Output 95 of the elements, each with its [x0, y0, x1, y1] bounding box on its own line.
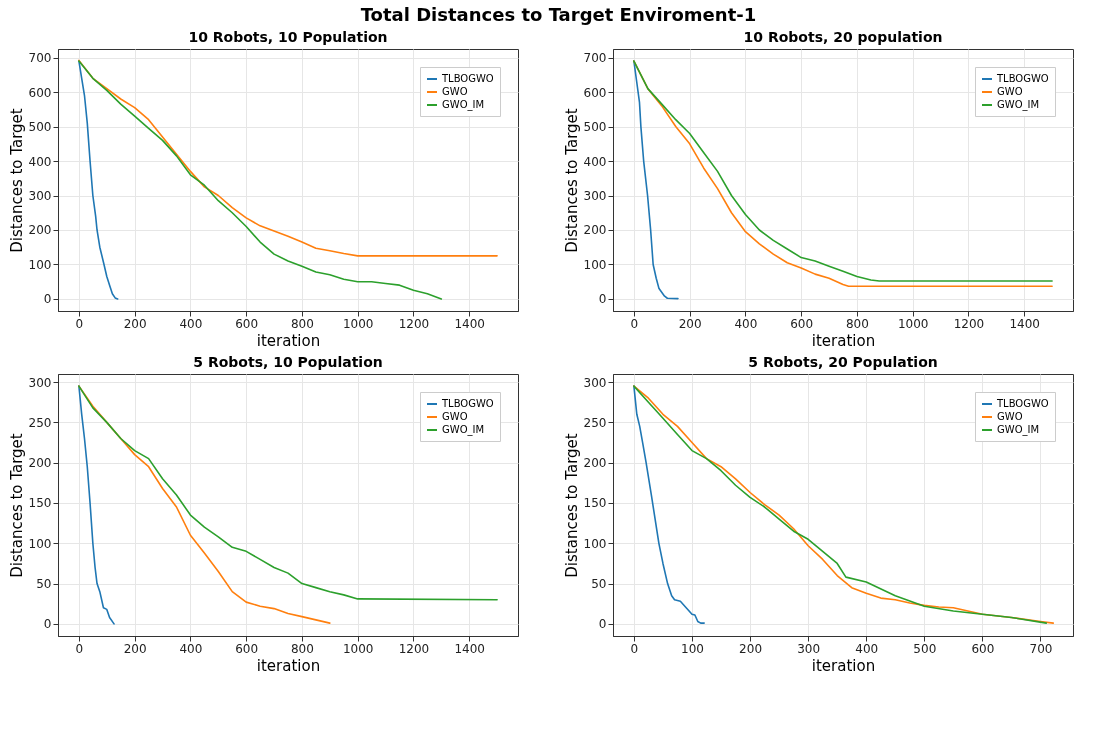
- x-tick-label: 200: [123, 641, 147, 656]
- x-tick-label: 600: [790, 316, 814, 331]
- x-tick-label: 200: [123, 316, 147, 331]
- y-tick-label: 600: [583, 85, 607, 100]
- y-tick-label: 250: [28, 415, 52, 430]
- y-tick-label: 200: [583, 223, 607, 238]
- y-tick-label: 500: [28, 120, 52, 135]
- chart-title: 10 Robots, 20 population: [743, 29, 943, 45]
- legend-label: GWO_IM: [997, 424, 1040, 436]
- line-series: [78, 59, 498, 257]
- y-tick-label: 200: [583, 456, 607, 471]
- y-tick-label: 700: [28, 51, 52, 66]
- line-series: [78, 385, 115, 625]
- x-tick-label: 1000: [342, 316, 374, 331]
- line-series: [633, 385, 705, 624]
- x-tick-label: 400: [855, 641, 879, 656]
- x-tick-label: 1400: [454, 641, 485, 656]
- y-tick-label: 200: [28, 223, 52, 238]
- x-tick-label: 0: [630, 641, 639, 656]
- legend-label: GWO: [442, 411, 468, 422]
- y-tick-label: 300: [28, 189, 52, 204]
- y-tick-label: 150: [28, 496, 52, 511]
- y-tick-label: 500: [583, 120, 607, 135]
- x-tick-label: 1400: [454, 316, 485, 331]
- text: Total Distances to Target Enviroment-1: [359, 4, 758, 25]
- x-tick-label: 800: [290, 641, 314, 656]
- y-tick-label: 50: [591, 577, 607, 592]
- legend-label: TLBOGWO: [996, 73, 1049, 84]
- x-tick-label: 1400: [1009, 316, 1040, 331]
- legend-label: GWO_IM: [442, 99, 485, 111]
- y-tick-label: 250: [583, 415, 607, 430]
- x-tick-label: 400: [734, 316, 758, 331]
- y-tick-label: 100: [28, 536, 52, 551]
- y-tick-label: 0: [43, 617, 52, 632]
- legend-label: GWO_IM: [442, 424, 485, 436]
- y-tick-label: 100: [583, 257, 607, 272]
- line-series: [78, 385, 498, 601]
- x-tick-label: 800: [845, 316, 869, 331]
- x-tick-label: 200: [678, 316, 702, 331]
- x-tick-label: 200: [739, 641, 763, 656]
- x-tick-label: 400: [179, 316, 203, 331]
- y-tick-label: 200: [28, 456, 52, 471]
- y-tick-label: 300: [28, 375, 52, 390]
- x-axis-title: iteration: [811, 331, 876, 350]
- legend-label: TLBOGWO: [441, 398, 494, 409]
- y-tick-label: 0: [598, 292, 607, 307]
- chart-title: 5 Robots, 10 Population: [193, 354, 383, 370]
- x-tick-label: 600: [971, 641, 995, 656]
- y-axis-title: Distances to Target: [562, 433, 581, 578]
- x-tick-label: 0: [630, 316, 639, 331]
- y-tick-label: 300: [583, 375, 607, 390]
- line-series: [78, 60, 119, 300]
- y-tick-label: 700: [583, 51, 607, 66]
- y-axis-title: Distances to Target: [7, 108, 26, 253]
- y-tick-label: 400: [28, 154, 52, 169]
- y-tick-label: 0: [43, 292, 52, 307]
- chart-title: 10 Robots, 10 Population: [188, 29, 388, 45]
- y-axis-title: Distances to Target: [562, 108, 581, 253]
- x-tick-label: 600: [235, 641, 259, 656]
- x-tick-label: 1200: [953, 316, 985, 331]
- legend-label: TLBOGWO: [441, 73, 494, 84]
- y-axis-title: Distances to Target: [7, 433, 26, 578]
- x-axis-title: iteration: [256, 656, 321, 675]
- legend-label: GWO: [997, 411, 1023, 422]
- y-tick-label: 0: [598, 617, 607, 632]
- x-tick-label: 1000: [342, 641, 374, 656]
- y-tick-label: 100: [28, 257, 52, 272]
- x-tick-label: 0: [75, 641, 84, 656]
- y-tick-label: 50: [36, 577, 52, 592]
- line-series: [78, 60, 443, 300]
- y-tick-label: 400: [583, 154, 607, 169]
- legend-label: GWO_IM: [997, 99, 1040, 111]
- y-tick-label: 150: [583, 496, 607, 511]
- legend-label: GWO: [442, 86, 468, 97]
- line-series: [78, 385, 331, 624]
- y-tick-label: 300: [583, 189, 607, 204]
- legend-label: GWO: [997, 86, 1023, 97]
- x-tick-label: 800: [290, 316, 314, 331]
- x-tick-label: 1200: [398, 641, 430, 656]
- x-axis-title: iteration: [811, 656, 876, 675]
- x-tick-label: 700: [1029, 641, 1053, 656]
- x-tick-label: 1200: [398, 316, 430, 331]
- y-tick-label: 100: [583, 536, 607, 551]
- x-tick-label: 300: [797, 641, 821, 656]
- legend-label: TLBOGWO: [996, 398, 1049, 409]
- y-tick-label: 600: [28, 85, 52, 100]
- x-tick-label: 0: [75, 316, 84, 331]
- x-tick-label: 100: [681, 641, 704, 656]
- x-tick-label: 400: [179, 641, 203, 656]
- x-tick-label: 500: [913, 641, 937, 656]
- x-axis-title: iteration: [256, 331, 321, 350]
- chart-title: 5 Robots, 20 Population: [748, 354, 938, 370]
- line-series: [633, 60, 679, 300]
- x-tick-label: 1000: [897, 316, 929, 331]
- x-tick-label: 600: [235, 316, 259, 331]
